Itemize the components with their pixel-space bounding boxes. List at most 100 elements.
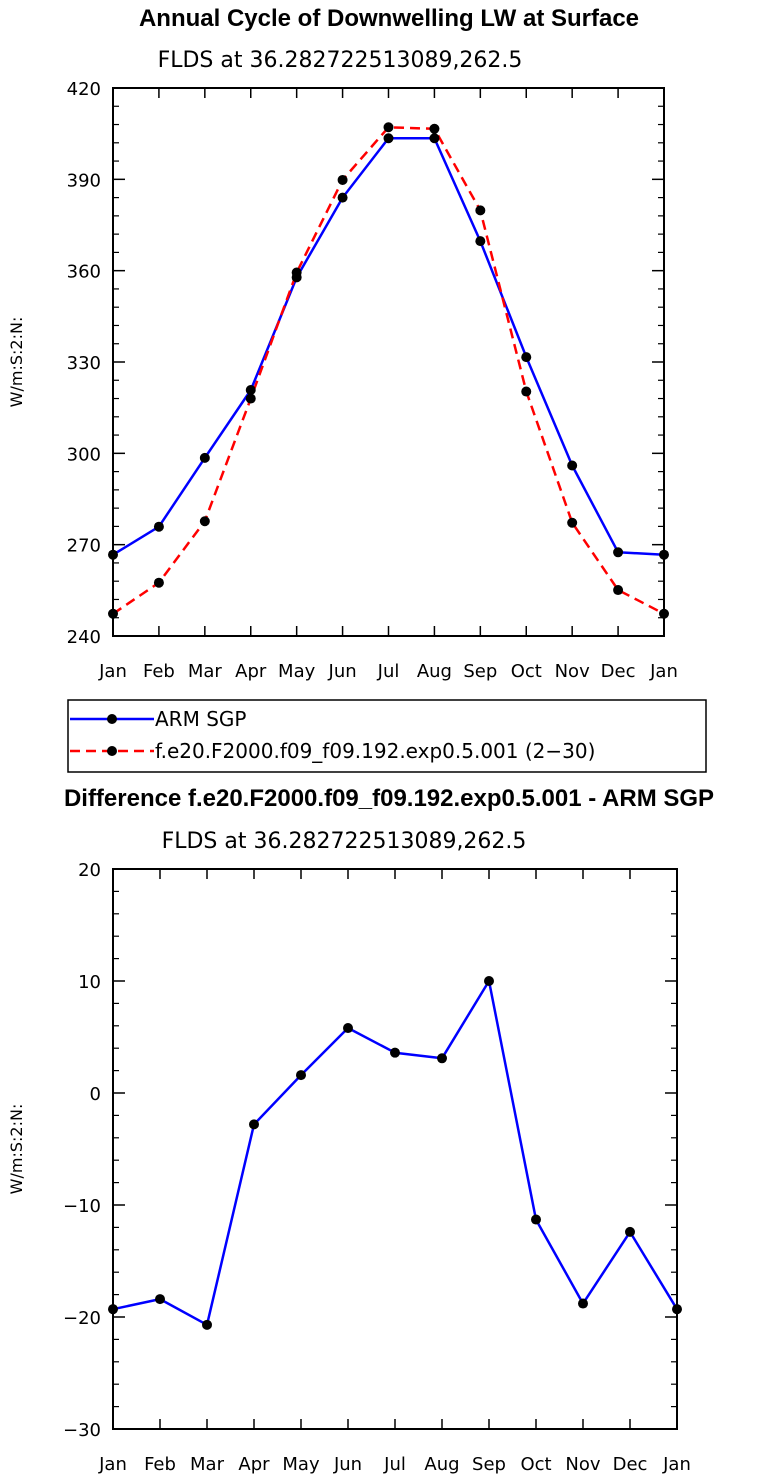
x-tick-label: Jul [377,661,400,682]
y-tick-label: −10 [63,1196,101,1217]
y-tick-label: 10 [78,972,101,993]
x-tick-label: Jun [333,1454,362,1475]
x-tick-label: Feb [143,661,175,682]
difference-panel: Difference f.e20.F2000.f09_f09.192.exp0.… [7,785,714,1475]
x-tick-label: Jan [98,1454,127,1475]
chart-subtitle: FLDS at 36.282722513089,262.5 [162,829,527,854]
y-tick-label: 0 [90,1084,101,1105]
y-tick-label: 390 [67,170,101,191]
chart-title: Annual Cycle of Downwelling LW at Surfac… [139,5,639,32]
data-point [153,521,164,532]
chart-title: Difference f.e20.F2000.f09_f09.192.exp0.… [64,785,714,812]
x-tick-label: Jun [328,661,357,682]
legend-item-arm-sgp: ARM SGP [70,707,246,731]
legend-marker [107,746,117,756]
x-tick-label: Nov [555,661,590,682]
series-line [112,126,665,615]
data-point [108,1304,118,1315]
data-point [625,1226,635,1237]
data-point [531,1214,541,1225]
series-line [112,979,679,1327]
data-point [672,1304,682,1315]
x-tick-label: Oct [511,661,542,682]
data-point [659,549,669,560]
legend-box [67,699,707,773]
x-tick-label: Jan [649,661,678,682]
y-axis-label: W/m:S:2:N: [7,1104,26,1195]
data-point [199,516,210,527]
x-tick-label: Oct [520,1454,551,1475]
series-layer [108,122,669,619]
data-point [383,122,394,133]
data-point [659,608,669,619]
legend-label: f.e20.F2000.f09_f09.192.exp0.5.001 (2−30… [155,739,595,763]
x-tick-label: Aug [417,661,452,682]
x-tick-label: May [278,661,316,682]
y-tick-label: −30 [63,1420,101,1441]
x-tick-label: Apr [235,661,267,682]
x-tick-label: Jan [98,661,127,682]
y-tick-label: 300 [67,444,101,465]
data-point [567,460,578,471]
x-tick-label: Jan [662,1454,691,1475]
legend: ARM SGP f.e20.F2000.f09_f09.192.exp0.5.0… [67,699,707,773]
data-point [202,1319,212,1330]
data-point [613,585,624,596]
y-tick-label: 20 [78,860,101,881]
axis-ticks: Jan Feb Mar Apr May Jun Jul Aug Sep Oct Nov Dec Jan −… [63,860,691,1475]
y-tick-label: 360 [67,262,101,283]
data-point [475,205,486,216]
x-tick-label: Feb [144,1454,176,1475]
data-point [153,577,164,588]
x-tick-label: Dec [601,661,636,682]
y-tick-label: 240 [67,627,101,648]
x-tick-label: Sep [463,661,497,682]
legend-marker [107,714,117,724]
y-tick-label: 420 [67,79,101,100]
data-point [390,1047,400,1058]
data-point [296,1070,306,1081]
y-axis-label: W/m:S:2:N: [7,317,26,408]
data-point [475,236,486,247]
x-tick-label: May [282,1454,320,1475]
legend-label: ARM SGP [155,707,246,731]
x-tick-label: Apr [238,1454,270,1475]
data-point [108,608,118,619]
x-tick-label: Sep [472,1454,506,1475]
annual-cycle-panel: Annual Cycle of Downwelling LW at Surfac… [7,5,707,773]
data-point [613,547,624,558]
data-point [245,393,256,404]
x-tick-label: Nov [565,1454,600,1475]
data-point [291,267,302,278]
y-tick-label: 330 [67,353,101,374]
data-point [429,133,440,144]
x-tick-label: Aug [424,1454,459,1475]
data-point [437,1053,447,1064]
data-point [199,452,210,463]
axis-ticks: Jan Feb Mar Apr May Jun Jul Aug Sep Oct Nov Dec Jan 2… [67,79,678,682]
series-line [112,136,665,556]
y-tick-label: 270 [67,536,101,557]
x-tick-label: Mar [188,661,223,682]
data-point [155,1294,165,1305]
plot-frame [112,868,678,1430]
data-point [343,1023,353,1034]
plot-frame [112,87,665,637]
x-tick-label: Mar [190,1454,225,1475]
data-point [429,123,440,134]
data-point [521,352,532,363]
x-tick-label: Dec [613,1454,648,1475]
data-point [567,517,578,528]
data-point [337,174,348,185]
data-point [249,1119,259,1130]
data-point [337,192,348,203]
data-point [521,386,532,397]
data-point [383,133,394,144]
data-point [578,1298,588,1309]
series-layer [108,976,682,1330]
data-point [484,976,494,986]
chart-subtitle: FLDS at 36.282722513089,262.5 [158,48,523,73]
y-tick-label: −20 [63,1308,101,1329]
legend-item-model: f.e20.F2000.f09_f09.192.exp0.5.001 (2−30… [70,739,595,763]
